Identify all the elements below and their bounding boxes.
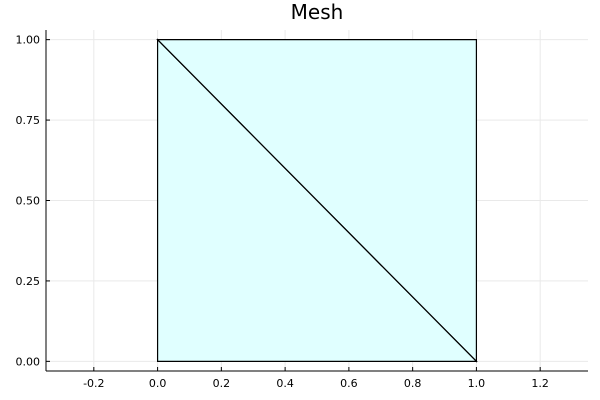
chart-title: Mesh xyxy=(291,0,344,24)
mesh-triangle-edge xyxy=(156,39,478,363)
x-ticks: -0.2 0.0 0.2 0.4 0.6 0.8 1.0 1.2 xyxy=(83,367,549,390)
y-tick-label: 0.50 xyxy=(16,195,41,208)
x-tick-label: 1.2 xyxy=(531,377,549,390)
mesh-plot xyxy=(156,38,478,363)
x-tick-label: 0.0 xyxy=(149,377,167,390)
y-tick-label: 0.25 xyxy=(16,275,41,288)
x-tick-label: -0.2 xyxy=(83,377,104,390)
x-tick-label: 0.8 xyxy=(404,377,422,390)
y-tick-label: 1.00 xyxy=(16,34,41,47)
x-tick-label: 0.2 xyxy=(213,377,231,390)
x-tick-label: 0.4 xyxy=(276,377,294,390)
y-tick-label: 0.00 xyxy=(16,355,41,368)
x-tick-label: 0.6 xyxy=(340,377,358,390)
x-tick-label: 1.0 xyxy=(468,377,486,390)
y-tick-label: 0.75 xyxy=(16,114,41,127)
y-ticks: 0.00 0.25 0.50 0.75 1.00 xyxy=(16,34,50,368)
